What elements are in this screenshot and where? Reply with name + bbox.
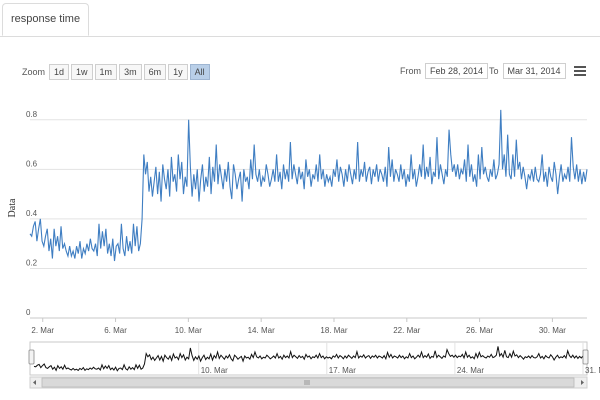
scrollbar-thumb[interactable] [41, 377, 575, 388]
zoom-button-1d[interactable]: 1d [49, 64, 70, 80]
tab-response-time[interactable]: response time [2, 3, 90, 36]
scrollbar-left-arrow-icon[interactable] [33, 380, 36, 385]
zoom-button-1m[interactable]: 1m [94, 64, 118, 80]
scrollbar[interactable] [29, 376, 588, 389]
navigator-ticks: 10. Mar 17. Mar 24. Mar 31. Mar [201, 366, 600, 375]
navigator-series-line [33, 346, 584, 372]
y-axis-ticks: 0 0.2 0.4 0.6 0.8 [26, 110, 38, 317]
x-tick-label: 18. Mar [320, 326, 347, 335]
tab-bar: response time [0, 0, 600, 37]
navigator-tick-label: 17. Mar [329, 366, 356, 375]
y-tick-label: 0.2 [26, 258, 38, 267]
y-tick-label: 0.8 [26, 110, 38, 119]
zoom-button-1w[interactable]: 1w [71, 64, 93, 80]
y-tick-label: 0.4 [26, 209, 38, 218]
zoom-button-all[interactable]: All [189, 64, 210, 80]
zoom-controls: Zoom 1d 1w 1m 3m 6m 1y All [22, 64, 212, 80]
x-tick-label: 2. Mar [31, 326, 54, 335]
navigator: 10. Mar 17. Mar 24. Mar 31. Mar [28, 341, 600, 376]
to-label: To [489, 66, 499, 76]
scrollbar-grip-icon[interactable] [304, 380, 310, 385]
x-axis-ticks: 2. Mar 6. Mar 10. Mar 14. Mar 18. Mar 22. Mar… [31, 318, 566, 335]
from-date-input[interactable]: Feb 28, 2014 [425, 63, 489, 79]
x-tick-label: 6. Mar [104, 326, 127, 335]
zoom-button-3m[interactable]: 3m [119, 64, 142, 80]
from-label: From [400, 66, 421, 76]
navigator-tick-label: 24. Mar [457, 366, 484, 375]
y-tick-label: 0.6 [26, 159, 38, 168]
navigator-tick-label: 10. Mar [201, 366, 228, 375]
zoom-button-1y[interactable]: 1y [168, 64, 188, 80]
date-range-from: From Feb 28, 2014 [400, 63, 489, 79]
series-line [29, 109, 588, 262]
x-tick-label: 10. Mar [175, 326, 202, 335]
to-date-input[interactable]: Mar 31, 2014 [502, 63, 566, 79]
x-tick-label: 14. Mar [248, 326, 275, 335]
x-tick-label: 30. Mar [539, 326, 566, 335]
navigator-tick-label: 31. Mar [585, 366, 600, 375]
navigator-handle-left[interactable] [28, 349, 35, 365]
zoom-label: Zoom [22, 67, 46, 77]
x-tick-label: 22. Mar [393, 326, 420, 335]
date-range-to: To Mar 31, 2014 [489, 63, 566, 79]
navigator-handle-right[interactable] [582, 349, 589, 365]
grid-lines [30, 119, 587, 319]
scrollbar-right-arrow-icon[interactable] [581, 380, 584, 385]
zoom-button-6m[interactable]: 6m [143, 64, 167, 80]
y-axis-label: Data [7, 198, 18, 217]
y-tick-label: 0 [26, 308, 31, 317]
x-tick-label: 26. Mar [466, 326, 493, 335]
hamburger-menu-icon[interactable] [574, 66, 586, 78]
